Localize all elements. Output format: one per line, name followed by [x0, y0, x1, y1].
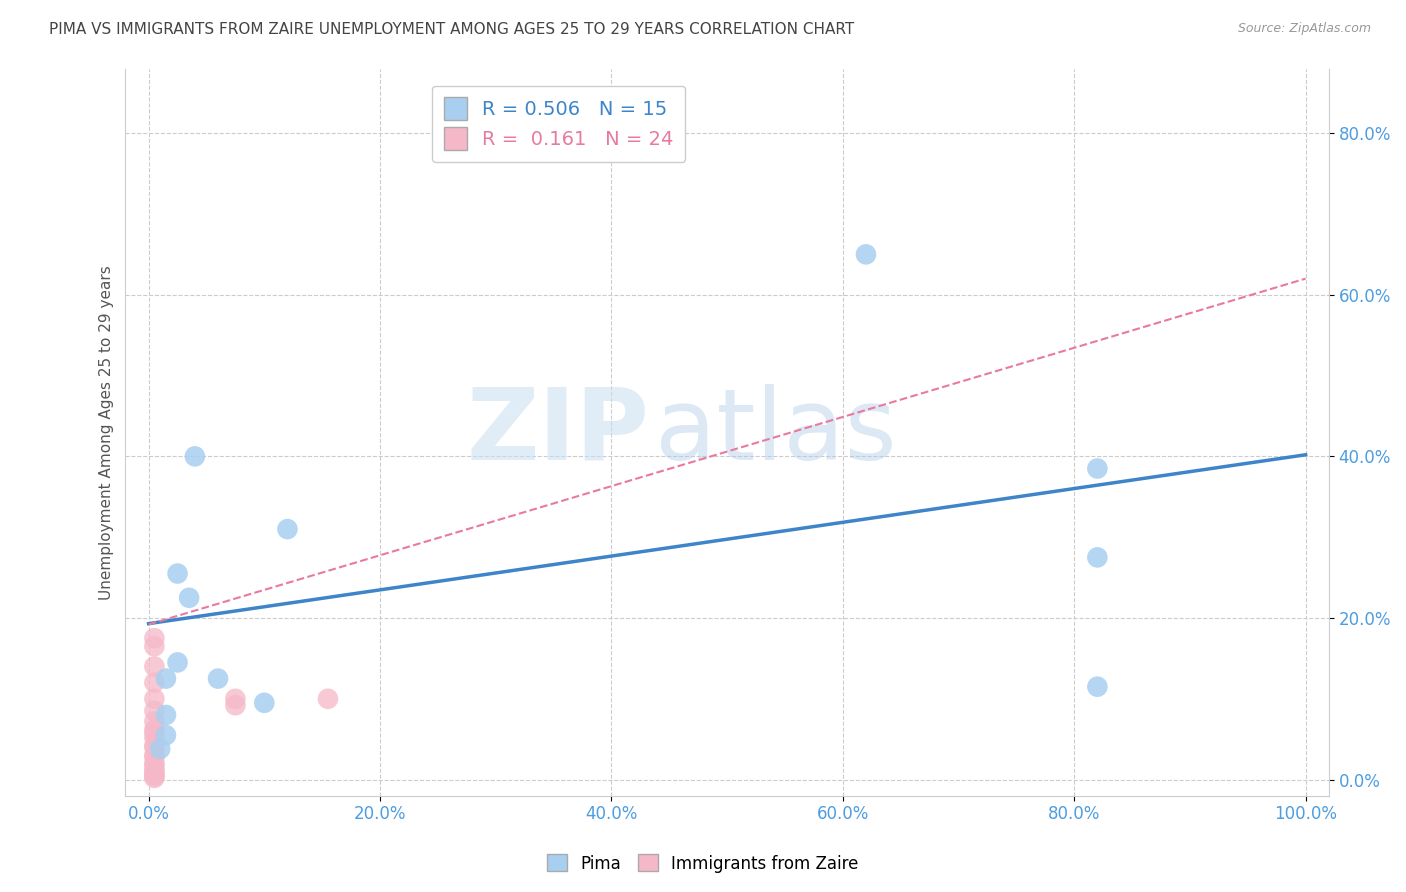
Legend: Pima, Immigrants from Zaire: Pima, Immigrants from Zaire	[540, 847, 866, 880]
Point	[143, 750, 166, 764]
Point	[143, 748, 166, 763]
Point	[143, 769, 166, 783]
Point	[166, 566, 188, 581]
Point	[1085, 680, 1108, 694]
Point	[155, 708, 177, 723]
Point	[155, 728, 177, 742]
Point	[143, 739, 166, 753]
Point	[1085, 550, 1108, 565]
Point	[143, 640, 166, 654]
Point	[316, 691, 339, 706]
Text: PIMA VS IMMIGRANTS FROM ZAIRE UNEMPLOYMENT AMONG AGES 25 TO 29 YEARS CORRELATION: PIMA VS IMMIGRANTS FROM ZAIRE UNEMPLOYME…	[49, 22, 855, 37]
Point	[143, 704, 166, 718]
Point	[184, 450, 207, 464]
Text: Source: ZipAtlas.com: Source: ZipAtlas.com	[1237, 22, 1371, 36]
Text: ZIP: ZIP	[465, 384, 650, 481]
Point	[143, 740, 166, 755]
Point	[143, 771, 166, 785]
Point	[155, 672, 177, 686]
Point	[143, 714, 166, 729]
Point	[143, 659, 166, 673]
Legend: R = 0.506   N = 15, R =  0.161   N = 24: R = 0.506 N = 15, R = 0.161 N = 24	[432, 86, 686, 161]
Point	[855, 247, 877, 261]
Point	[224, 691, 246, 706]
Point	[207, 672, 229, 686]
Point	[143, 725, 166, 739]
Point	[1085, 461, 1108, 475]
Point	[166, 656, 188, 670]
Point	[143, 691, 166, 706]
Point	[253, 696, 276, 710]
Point	[149, 742, 172, 756]
Y-axis label: Unemployment Among Ages 25 to 29 years: Unemployment Among Ages 25 to 29 years	[100, 265, 114, 599]
Point	[179, 591, 201, 605]
Point	[143, 723, 166, 737]
Point	[143, 631, 166, 645]
Point	[224, 698, 246, 713]
Text: atlas: atlas	[655, 384, 897, 481]
Point	[143, 675, 166, 690]
Point	[143, 763, 166, 777]
Point	[143, 768, 166, 782]
Point	[143, 731, 166, 745]
Point	[143, 764, 166, 779]
Point	[276, 522, 298, 536]
Point	[143, 756, 166, 771]
Point	[143, 758, 166, 772]
